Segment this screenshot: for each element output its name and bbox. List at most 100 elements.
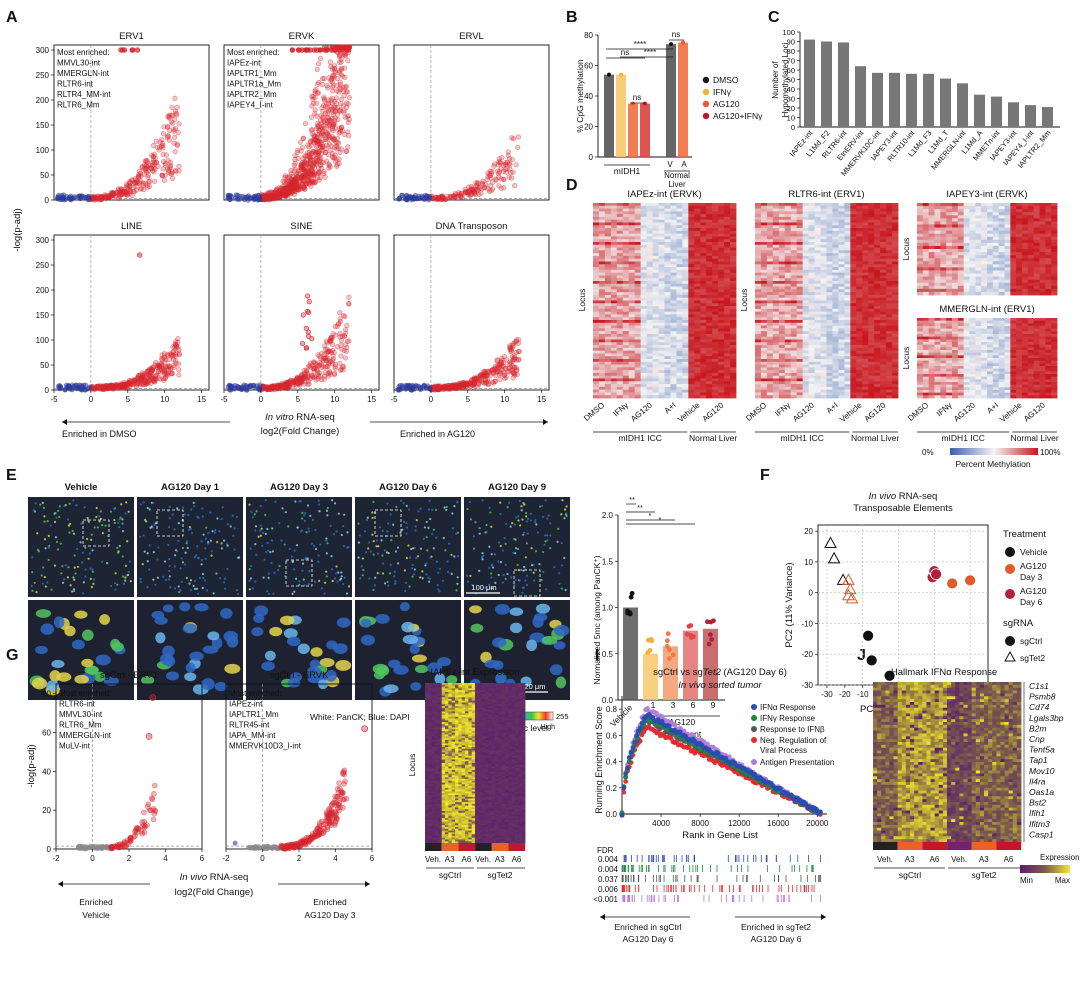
nucleus xyxy=(145,520,148,523)
nucleus xyxy=(175,550,179,553)
nucleus xyxy=(301,511,304,514)
nucleus xyxy=(35,591,38,594)
nucleus-zoom xyxy=(95,654,111,666)
ytick-label: 200 xyxy=(36,96,50,105)
nucleus xyxy=(148,568,151,571)
nucleus xyxy=(546,539,549,542)
volcano-point xyxy=(164,166,170,172)
volcano-point xyxy=(161,177,167,183)
nucleus xyxy=(317,560,320,563)
volcano-point xyxy=(510,375,516,381)
arrow-right-head xyxy=(543,419,548,425)
legend-label: IFNγ Response xyxy=(760,714,816,723)
volcano-point xyxy=(343,348,350,354)
nucleus-zoom xyxy=(74,674,89,684)
volcano-point xyxy=(149,796,156,803)
nucleus xyxy=(91,549,94,552)
group-label: mIDH1 ICC xyxy=(780,433,823,443)
volcano-point xyxy=(172,149,178,155)
nucleus xyxy=(255,553,258,556)
volcano-point xyxy=(151,782,158,789)
bar xyxy=(974,94,985,127)
nucleus xyxy=(491,566,495,569)
volcano-point-down xyxy=(225,195,231,201)
nucleus xyxy=(168,569,171,573)
ytick-label: 100 xyxy=(36,146,50,155)
legend-label: Neg. Regulation of xyxy=(760,736,827,745)
nucleus xyxy=(565,514,568,518)
nucleus xyxy=(177,585,180,588)
bar xyxy=(889,72,900,127)
nucleus xyxy=(226,544,229,547)
nucleus xyxy=(485,530,488,534)
methylation-colorbar xyxy=(950,448,1038,455)
nucleus xyxy=(224,587,227,590)
volcano-point xyxy=(323,811,330,818)
volcano-point xyxy=(324,826,331,833)
nucleus xyxy=(330,568,334,571)
volcano-point xyxy=(342,342,349,348)
volcano-point xyxy=(297,139,303,145)
nucleus xyxy=(95,506,98,510)
heatmap-col-label: Veh. xyxy=(475,855,491,864)
gsea-point xyxy=(812,805,818,811)
pca-point xyxy=(930,568,943,581)
volcano-point xyxy=(330,82,336,88)
volcano-point xyxy=(322,821,329,827)
volcano-point xyxy=(435,196,441,202)
volcano-point xyxy=(346,94,352,101)
heatmap-col-label: DMSO xyxy=(582,401,606,423)
volcano-point xyxy=(301,184,307,190)
nucleus xyxy=(181,561,185,564)
nucleus xyxy=(513,537,516,541)
nucleus xyxy=(432,528,436,531)
nucleus xyxy=(304,512,307,515)
nucleus xyxy=(57,509,60,512)
volcano-point xyxy=(146,183,153,189)
volcano-point xyxy=(459,195,465,201)
nucleus xyxy=(411,563,414,567)
nucleus xyxy=(386,530,389,533)
nucleus xyxy=(200,539,203,543)
enriched-list-item: MMERGLN-int xyxy=(59,731,112,740)
nucleus xyxy=(497,573,500,577)
nucleus-zoom xyxy=(410,682,422,691)
nucleus xyxy=(292,568,296,571)
nucleus xyxy=(517,519,520,522)
nucleus xyxy=(301,569,304,572)
nucleus xyxy=(44,547,47,550)
heatmap-ylabel: Locus xyxy=(407,754,417,777)
xtick-label: -5 xyxy=(390,395,398,404)
image-column-title: AG120 Day 6 xyxy=(379,482,437,493)
volcano-point xyxy=(330,88,336,94)
nucleus xyxy=(509,525,512,528)
nucleus xyxy=(73,566,76,569)
enriched-list-item: IAPLTR2_Mm xyxy=(227,90,277,99)
nucleus xyxy=(220,547,223,550)
volcano-point-down xyxy=(86,194,92,200)
volcano-point-down xyxy=(71,195,77,201)
volcano-point-down xyxy=(399,192,405,198)
legend-swatch xyxy=(702,76,710,84)
volcano-point xyxy=(313,86,319,93)
nucleus xyxy=(307,527,310,530)
volcano-point xyxy=(176,372,182,378)
nucleus xyxy=(456,576,459,579)
nucleus xyxy=(229,525,232,528)
nucleus xyxy=(233,548,236,551)
nucleus xyxy=(259,524,262,527)
ytick-label: 0.2 xyxy=(606,784,618,793)
volcano-point xyxy=(506,174,512,180)
nucleus xyxy=(204,547,207,550)
enriched-list-item: RLTR6_Mm xyxy=(59,721,102,730)
heatmap-col-label: AG120 xyxy=(629,400,654,423)
group-label: Normal Liver xyxy=(1011,433,1059,443)
enriched-list-item: IAPA_MM-int xyxy=(229,731,276,740)
nucleus xyxy=(556,540,559,543)
ytick-label: 0 xyxy=(791,123,795,132)
volcano-title: sgCtrl - ERV1 xyxy=(100,670,158,681)
nucleus xyxy=(451,527,454,530)
volcano-point xyxy=(510,340,517,347)
volcano-point xyxy=(495,362,501,368)
volcano-point xyxy=(345,113,351,119)
